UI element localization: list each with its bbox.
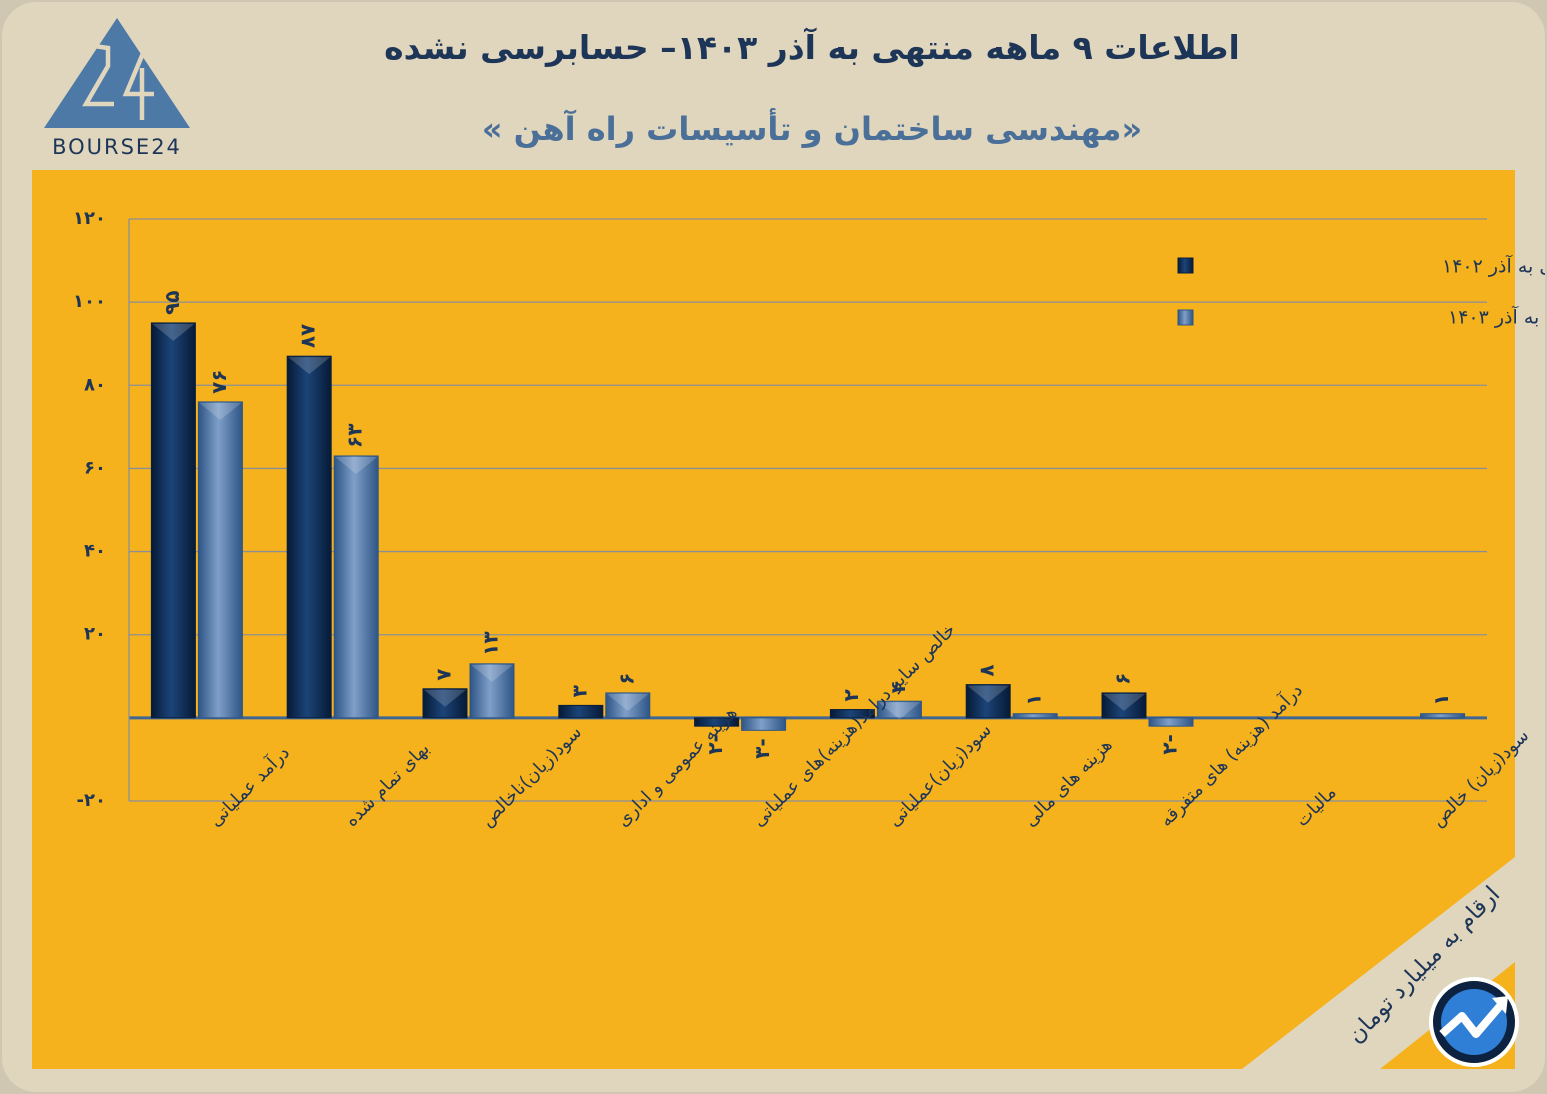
bar-1403	[469, 663, 515, 719]
data-label: ۶	[1111, 673, 1135, 685]
y-tick-label: ۱۲۰	[73, 208, 106, 229]
bar-bevel	[152, 323, 195, 341]
bar-bevel	[199, 402, 242, 420]
bar-1402	[558, 704, 604, 719]
data-label: ۶۳	[343, 424, 367, 448]
bar-1402	[829, 709, 875, 719]
data-label: ۹۵	[160, 291, 184, 315]
data-label: ۱۳	[479, 631, 503, 655]
data-label: ۱	[1022, 693, 1046, 705]
bar-bevel	[1103, 693, 1145, 711]
bar-bevel	[606, 693, 649, 711]
bar-1402	[150, 322, 196, 719]
bar-1403	[1420, 713, 1466, 719]
bar-bevel	[288, 357, 331, 375]
data-label: ۱	[1429, 693, 1453, 705]
y-tick-label: ۲۰	[84, 624, 106, 645]
bar-bevel	[335, 456, 378, 474]
legend-label-1403: عملکرد منتهی به آذر ۱۴۰۳	[1448, 305, 1545, 329]
logo-text: BOURSE24	[52, 135, 182, 159]
bar-1402	[1101, 692, 1147, 719]
bar-1402	[286, 355, 332, 719]
bar-1403	[1012, 713, 1058, 719]
data-label: ۶	[614, 673, 638, 685]
y-tick-label: ۸۰	[84, 374, 106, 395]
bar-1403	[197, 401, 243, 719]
data-label: ۳	[567, 685, 591, 697]
chart-subtitle: «مهندسی ساختمان و تأسیسات راه آهن »	[481, 110, 1143, 148]
data-label: ۷۶	[207, 369, 231, 393]
y-tick-label: ۱۰۰	[73, 291, 106, 312]
bar-1403	[333, 455, 379, 719]
chart-title: اطلاعات ۹ ماهه منتهی به آذر ۱۴۰۳– حسابرس…	[384, 28, 1240, 67]
bar-bevel	[967, 685, 1010, 703]
bar-1402	[422, 688, 468, 719]
legend-swatch-1403	[1177, 309, 1194, 326]
data-label: ۲-	[1158, 734, 1182, 755]
legend: عملکرد منتهی به آذر ۱۴۰۲ عملکرد منتهی به…	[1177, 254, 1545, 329]
bar-bevel	[424, 689, 466, 707]
y-tick-label: ۴۰	[84, 541, 106, 562]
bourse24-logo: BOURSE24	[44, 18, 190, 159]
data-label: ۳-	[750, 738, 774, 759]
data-label: ۷	[432, 669, 456, 681]
legend-swatch-1402	[1177, 257, 1194, 274]
legend-label-1402: عملکرد منتهی به آذر ۱۴۰۲	[1442, 254, 1545, 278]
y-tick-label: -۲۰	[77, 790, 106, 811]
bar-1403	[876, 700, 922, 719]
trend-arrow-icon	[1429, 977, 1519, 1067]
bar-1402	[965, 684, 1011, 719]
bar-1403	[741, 717, 787, 731]
data-label: ۴	[886, 681, 910, 693]
y-tick-label: ۶۰	[84, 457, 106, 478]
data-label: ۸	[975, 664, 999, 676]
data-label: ۸۷	[296, 324, 320, 348]
bar-1402	[694, 717, 740, 727]
bar-bevel	[878, 702, 921, 720]
data-label: ۲-	[703, 734, 727, 755]
data-label: ۲	[839, 689, 863, 701]
bar-bevel	[471, 664, 513, 682]
bar-1403	[605, 692, 651, 719]
bar-1403	[1148, 717, 1194, 727]
